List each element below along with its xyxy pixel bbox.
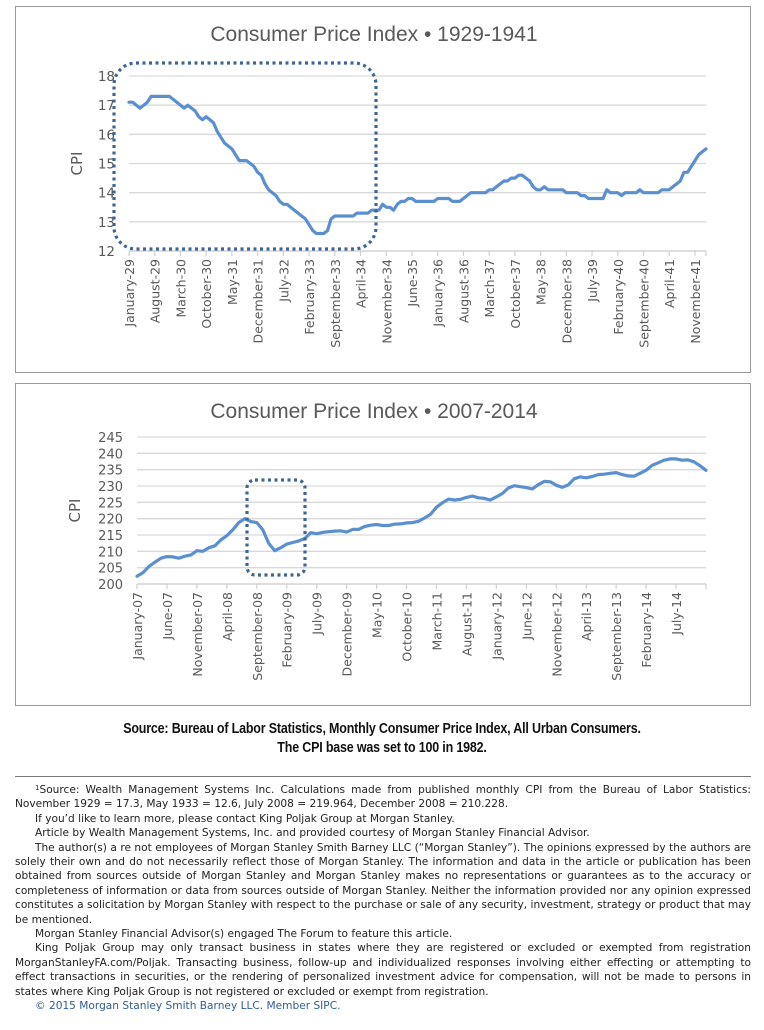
x-tick-label: October-37 <box>508 259 523 329</box>
x-tick-label: March-30 <box>173 259 188 318</box>
x-tick-label: September-08 <box>250 592 265 681</box>
highlight-box <box>112 61 378 251</box>
y-tick-label: 215 <box>98 529 123 544</box>
x-tick-label: April-34 <box>354 259 369 308</box>
x-tick-label: April-13 <box>579 592 594 641</box>
footnote-contact: If you’d like to learn more, please cont… <box>35 812 455 825</box>
x-tick-label: July-39 <box>585 259 600 303</box>
x-tick-label: November-34 <box>379 259 394 344</box>
y-tick-label: 14 <box>98 186 115 202</box>
x-tick-label: February-09 <box>280 592 295 668</box>
source-line-2: The CPI base was set to 100 in 1982. <box>277 740 487 756</box>
x-tick-label: October-30 <box>199 259 214 329</box>
x-tick-label: September-40 <box>637 259 652 348</box>
y-tick-label: 16 <box>98 127 115 143</box>
footnote-source: 1Source: Wealth Management Systems Inc. … <box>15 781 751 812</box>
x-tick-label: May-31 <box>225 259 240 305</box>
y-tick-label: 240 <box>98 447 123 462</box>
footnote-disclaimer: The author(s) a re not employees of Morg… <box>15 841 751 926</box>
x-tick-label: May-38 <box>534 259 549 305</box>
x-tick-label: January-07 <box>130 592 145 661</box>
chart-1929-1941: Consumer Price Index • 1929-1941 12 13 14 15… <box>68 23 708 348</box>
x-tick-label: October-10 <box>400 592 415 662</box>
footnote-divider <box>15 776 751 777</box>
x-tick-label: June-12 <box>519 592 534 641</box>
x-tick-label: December-09 <box>340 592 355 676</box>
x-tick-label: November-41 <box>688 259 703 344</box>
x-tick-label: May-10 <box>370 592 385 638</box>
x-tick-label: March-37 <box>482 259 497 318</box>
y-axis-label: CPI <box>66 499 84 523</box>
chart-panel-2007-2014: Consumer Price Index • 2007-2014 200 205 21… <box>15 383 751 706</box>
x-tick-label: June-07 <box>160 592 175 641</box>
x-tick-label: February-40 <box>611 259 626 335</box>
x-tick-label: January-29 <box>122 259 137 328</box>
y-tick-label: 235 <box>98 464 123 479</box>
cpi-series-line <box>127 94 708 236</box>
x-tick-label: December-31 <box>251 259 266 343</box>
footnote-registration: King Poljak Group may only transact busi… <box>15 942 751 998</box>
x-tick-label: February-14 <box>639 592 654 668</box>
chart-title: Consumer Price Index • 1929-1941 <box>210 23 537 46</box>
copyright: © 2015 Morgan Stanley Smith Barney LLC. … <box>35 1000 341 1013</box>
x-tick-label: January-12 <box>489 592 504 661</box>
y-tick-label: 225 <box>98 496 123 511</box>
x-tick-label: January-36 <box>431 259 446 328</box>
x-tick-label: April-41 <box>662 259 677 308</box>
y-axis-label: CPI <box>68 152 86 176</box>
x-tick-label: July-09 <box>310 592 325 636</box>
x-tick-label: August-29 <box>148 259 163 323</box>
y-tick-label: 230 <box>98 480 123 495</box>
chart-title: Consumer Price Index • 2007-2014 <box>210 400 538 423</box>
y-tick-label: 18 <box>98 69 115 85</box>
footnote-forum: Morgan Stanley Financial Advisor(s) enga… <box>35 928 453 941</box>
footnotes: 1Source: Wealth Management Systems Inc. … <box>15 781 751 1014</box>
y-tick-label: 200 <box>98 578 123 593</box>
y-tick-label: 12 <box>98 244 115 260</box>
x-tick-label: December-38 <box>559 259 574 343</box>
x-tick-label: June-35 <box>405 259 420 308</box>
y-tick-label: 13 <box>98 215 115 231</box>
x-tick-label: September-13 <box>609 592 624 681</box>
source-note: Source: Bureau of Labor Statistics, Mont… <box>53 720 710 758</box>
footnote-source-text: Source: Wealth Management Systems Inc. C… <box>15 784 751 811</box>
x-tick-label: July-32 <box>276 259 291 303</box>
x-tick-label: August-36 <box>456 259 471 323</box>
x-tick-label: November-12 <box>549 592 564 677</box>
footnote-article-credit: Article by Wealth Management Systems, In… <box>35 827 590 840</box>
y-tick-label: 15 <box>98 157 115 173</box>
highlight-box <box>245 478 307 577</box>
footnote-marker: 1 <box>35 784 40 792</box>
x-tick-label: August-11 <box>459 592 474 656</box>
y-tick-label: 245 <box>98 431 123 446</box>
cpi-series-line <box>135 457 708 578</box>
y-tick-label: 205 <box>98 562 123 577</box>
x-tick-label: April-08 <box>220 592 235 641</box>
x-tick-label: March-11 <box>429 592 444 651</box>
y-tick-label: 220 <box>98 513 123 528</box>
x-tick-label: February-33 <box>302 259 317 335</box>
y-tick-label: 17 <box>98 98 115 114</box>
source-line-1: Source: Bureau of Labor Statistics, Mont… <box>123 721 641 737</box>
x-tick-label: November-07 <box>190 592 205 677</box>
x-tick-label: July-14 <box>669 592 684 636</box>
x-tick-label: September-33 <box>328 259 343 348</box>
chart-panel-1929-1941: Consumer Price Index • 1929-1941 12 13 14 15… <box>15 6 751 373</box>
y-tick-label: 210 <box>98 545 123 560</box>
